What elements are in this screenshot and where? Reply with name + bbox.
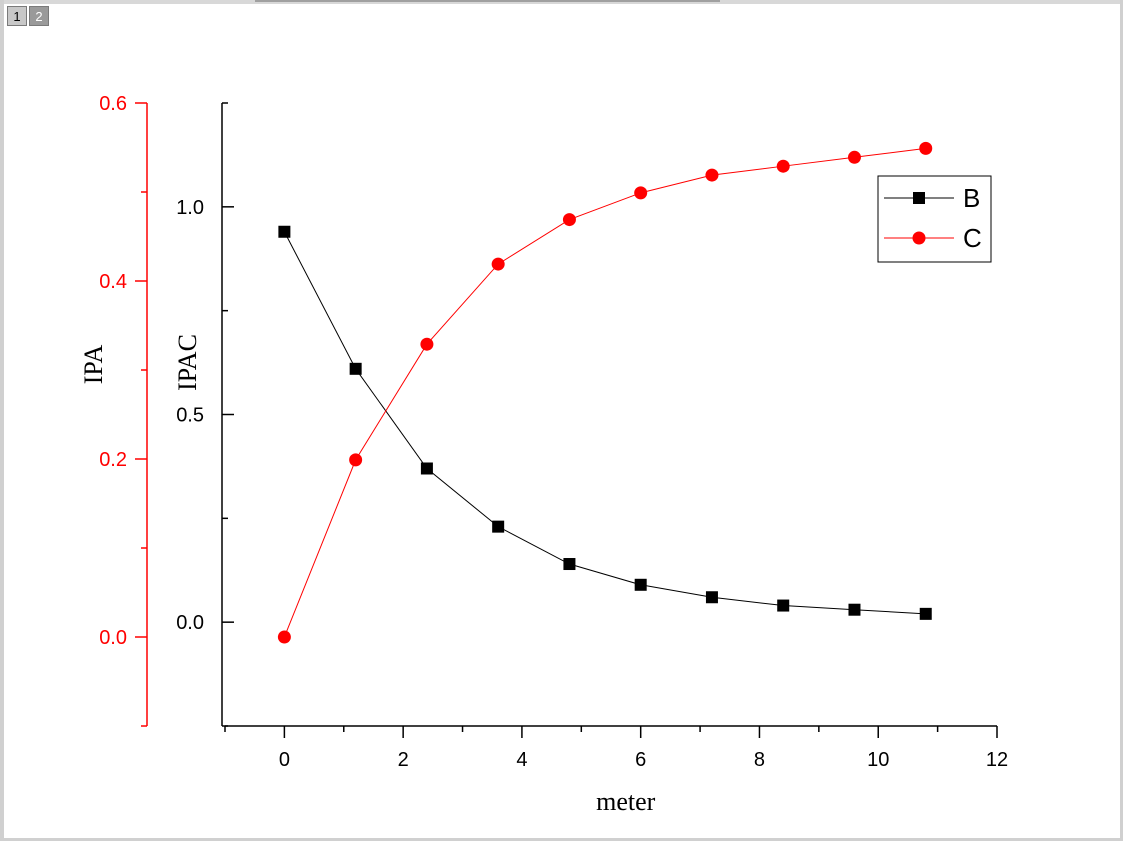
x-tick-label: 4 [516,749,527,771]
series-c-point [349,453,363,467]
window-right-border [1120,0,1123,841]
window-bottom-border [0,838,1123,841]
ipa-axis-title: IPA [79,345,108,385]
ipac-axis-title: IPAC [173,334,202,391]
series-b-point [420,462,433,475]
x-tick-label: 2 [398,749,409,771]
series-b-point [563,558,576,571]
window-left-border [0,0,4,841]
series-b-point [349,362,362,375]
ipa-tick-label: 0.6 [99,93,127,115]
series-b-point [705,591,718,604]
series-c-point [562,213,576,227]
ipa-tick-label: 0.4 [99,271,127,293]
window-top-border [0,0,1123,4]
series-c-line [283,147,926,638]
ipa-tick-label: 0.2 [99,449,127,471]
axes: 0 2 4 6 8 10 12 meter 0.0 0.2 0.4 0.6 IPA 0.0 0.5 1.0 IP… [79,93,1008,816]
ipa-tick-label: 0.0 [99,627,127,649]
series-c-point [491,257,505,271]
window-top-segment [255,0,720,2]
series-b-point [848,603,861,616]
ipac-tick-label: 1.0 [176,197,204,219]
legend-box [877,175,992,263]
legend-label-b: B [963,183,980,213]
x-tick-label: 8 [754,749,765,771]
series-b-point [634,578,647,591]
page-tabs: 1 2 [7,6,49,26]
x-tick-label: 10 [867,749,889,771]
series-b-point [919,607,932,620]
series-c-point [919,141,933,155]
series-c-point [634,186,648,200]
series-c-point [705,168,719,182]
legend-marker-b [913,192,925,204]
legend[interactable]: BC [877,175,992,263]
legend-label-c: C [963,223,982,253]
legend-marker-c [912,231,926,245]
series-b-point [777,599,790,612]
series-c-point [847,150,861,164]
series-lines [283,147,926,638]
x-axis-title: meter [596,787,656,816]
x-tick-label: 0 [279,749,290,771]
ipac-tick-label: 0.5 [176,405,204,427]
series-b-point [278,225,291,238]
x-tick-label: 6 [635,749,646,771]
page-tab-1[interactable]: 1 [7,6,27,26]
x-tick-label: 12 [986,749,1008,771]
series-c-point [420,337,434,351]
series-b-point [492,520,505,533]
series-c-point [277,630,291,644]
page-tab-2[interactable]: 2 [29,6,49,26]
series-c-point [776,159,790,173]
series-markers [277,141,933,644]
ipac-tick-label: 0.0 [176,612,204,634]
series-b-line [283,231,926,615]
